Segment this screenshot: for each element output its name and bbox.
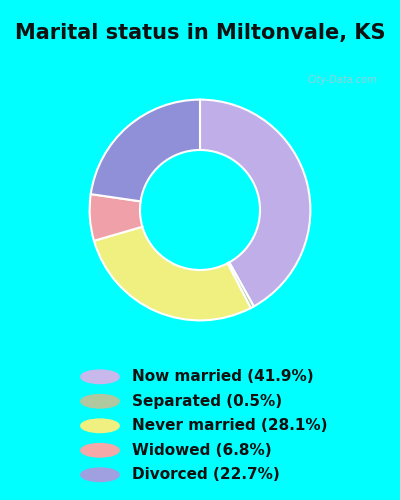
Text: City-Data.com: City-Data.com (307, 75, 377, 85)
Text: Marital status in Miltonvale, KS: Marital status in Miltonvale, KS (15, 23, 385, 43)
Circle shape (81, 370, 119, 384)
Text: Widowed (6.8%): Widowed (6.8%) (132, 443, 272, 458)
Text: Separated (0.5%): Separated (0.5%) (132, 394, 282, 409)
Wedge shape (90, 194, 142, 241)
Wedge shape (228, 262, 254, 308)
Circle shape (81, 419, 119, 432)
Text: Divorced (22.7%): Divorced (22.7%) (132, 468, 280, 482)
Text: Never married (28.1%): Never married (28.1%) (132, 418, 328, 434)
Wedge shape (91, 100, 200, 202)
Circle shape (81, 444, 119, 457)
Wedge shape (94, 226, 251, 320)
Circle shape (81, 394, 119, 408)
Circle shape (81, 468, 119, 481)
Wedge shape (200, 100, 310, 306)
Text: Now married (41.9%): Now married (41.9%) (132, 370, 314, 384)
